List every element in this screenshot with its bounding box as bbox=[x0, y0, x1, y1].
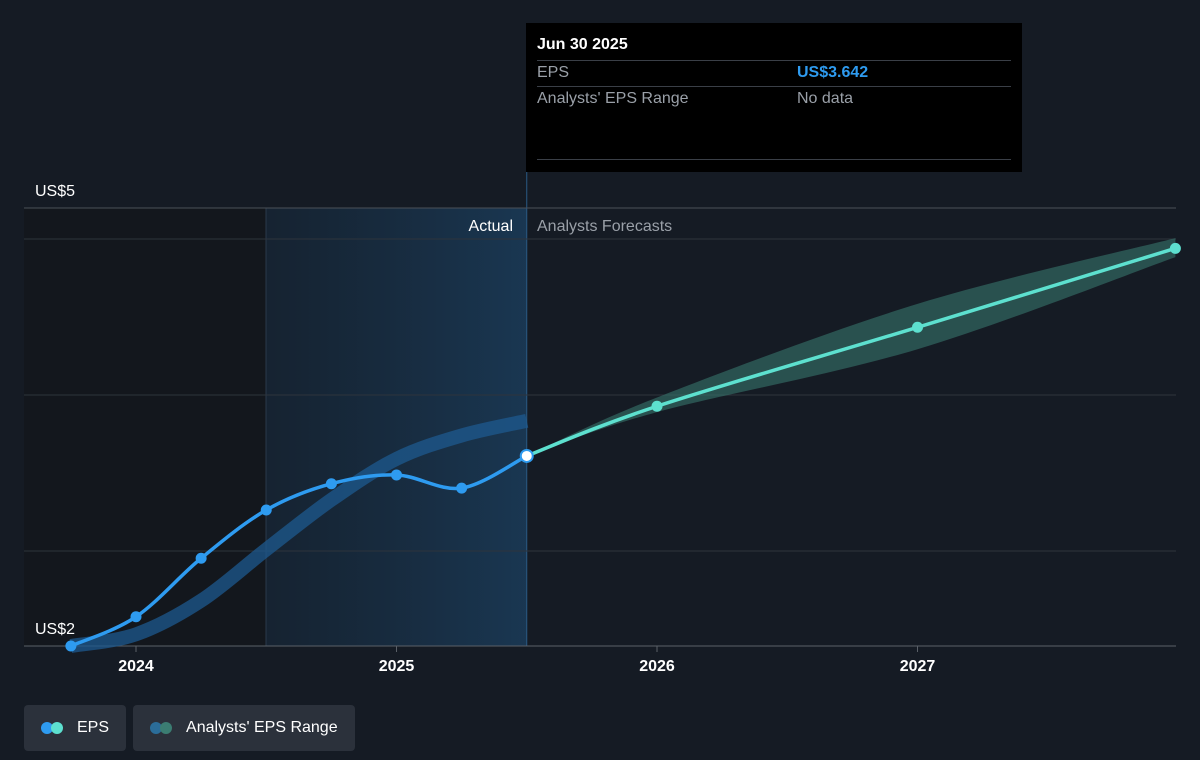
eps-forecast-point bbox=[1169, 242, 1181, 254]
hover-tooltip: Jun 30 2025 EPS US$3.642 Analysts' EPS R… bbox=[526, 23, 1022, 172]
region-label-actual: Actual bbox=[469, 218, 513, 235]
eps-highlight-point bbox=[519, 448, 534, 463]
eps-forecast-point bbox=[912, 321, 923, 333]
axis-labels: US$5 US$2 Actual Analysts Forecasts bbox=[35, 183, 672, 638]
tooltip-eps-value: US$3.642 bbox=[797, 64, 869, 81]
eps-lines bbox=[69, 246, 1178, 648]
eps-actual-point bbox=[391, 469, 402, 481]
eps-forecast-point bbox=[651, 400, 663, 412]
tooltip-date: Jun 30 2025 bbox=[537, 36, 628, 53]
tooltip-range-value: No data bbox=[797, 90, 854, 107]
eps-range-legend-icon bbox=[150, 722, 173, 734]
legend-dot bbox=[51, 722, 63, 734]
x-tick-label: 2026 bbox=[639, 658, 675, 675]
x-tick-label: 2027 bbox=[900, 658, 936, 675]
tooltip-divider bbox=[537, 159, 1011, 160]
x-tick-label: 2024 bbox=[118, 658, 154, 675]
eps-actual-point bbox=[456, 482, 468, 494]
eps-actual-point bbox=[260, 504, 272, 516]
legend-label-eps-range: Analysts' EPS Range bbox=[186, 719, 338, 736]
eps-actual-point bbox=[130, 611, 142, 623]
tooltip-eps-label: EPS bbox=[537, 64, 570, 81]
legend-dot bbox=[160, 722, 173, 734]
legend-label-eps: EPS bbox=[77, 719, 110, 736]
legend-dot bbox=[41, 722, 53, 734]
past-region-shade bbox=[24, 208, 266, 646]
legend-item-eps-range[interactable]: Analysts' EPS Range bbox=[133, 705, 355, 751]
eps-points bbox=[65, 242, 1181, 652]
eps-actual-point bbox=[325, 478, 337, 490]
tooltip-row-range: Analysts' EPS Range No data bbox=[537, 86, 1011, 112]
eps-actual-line bbox=[69, 454, 529, 648]
past-estimate-band bbox=[69, 414, 529, 653]
chart-background bbox=[24, 172, 528, 646]
eps-legend-icon bbox=[41, 722, 63, 734]
y-label-bottom: US$2 bbox=[35, 621, 75, 638]
eps-forecast-line bbox=[525, 246, 1178, 458]
x-tick-label: 2025 bbox=[379, 658, 415, 675]
eps-actual-point bbox=[195, 552, 207, 564]
y-label-top: US$5 bbox=[35, 183, 75, 200]
x-axis-ticks: 2024 2025 2026 2027 bbox=[118, 646, 935, 675]
legend-dot bbox=[150, 722, 163, 734]
region-label-forecast: Analysts Forecasts bbox=[537, 218, 672, 235]
tooltip-row-eps: EPS US$3.642 bbox=[537, 60, 1011, 86]
legend-item-eps[interactable]: EPS bbox=[24, 705, 127, 751]
chart-legend: EPS Analysts' EPS Range bbox=[24, 705, 355, 751]
tooltip-range-label: Analysts' EPS Range bbox=[537, 90, 689, 107]
eps-actual-point bbox=[65, 640, 77, 652]
gridlines bbox=[24, 207, 1176, 647]
